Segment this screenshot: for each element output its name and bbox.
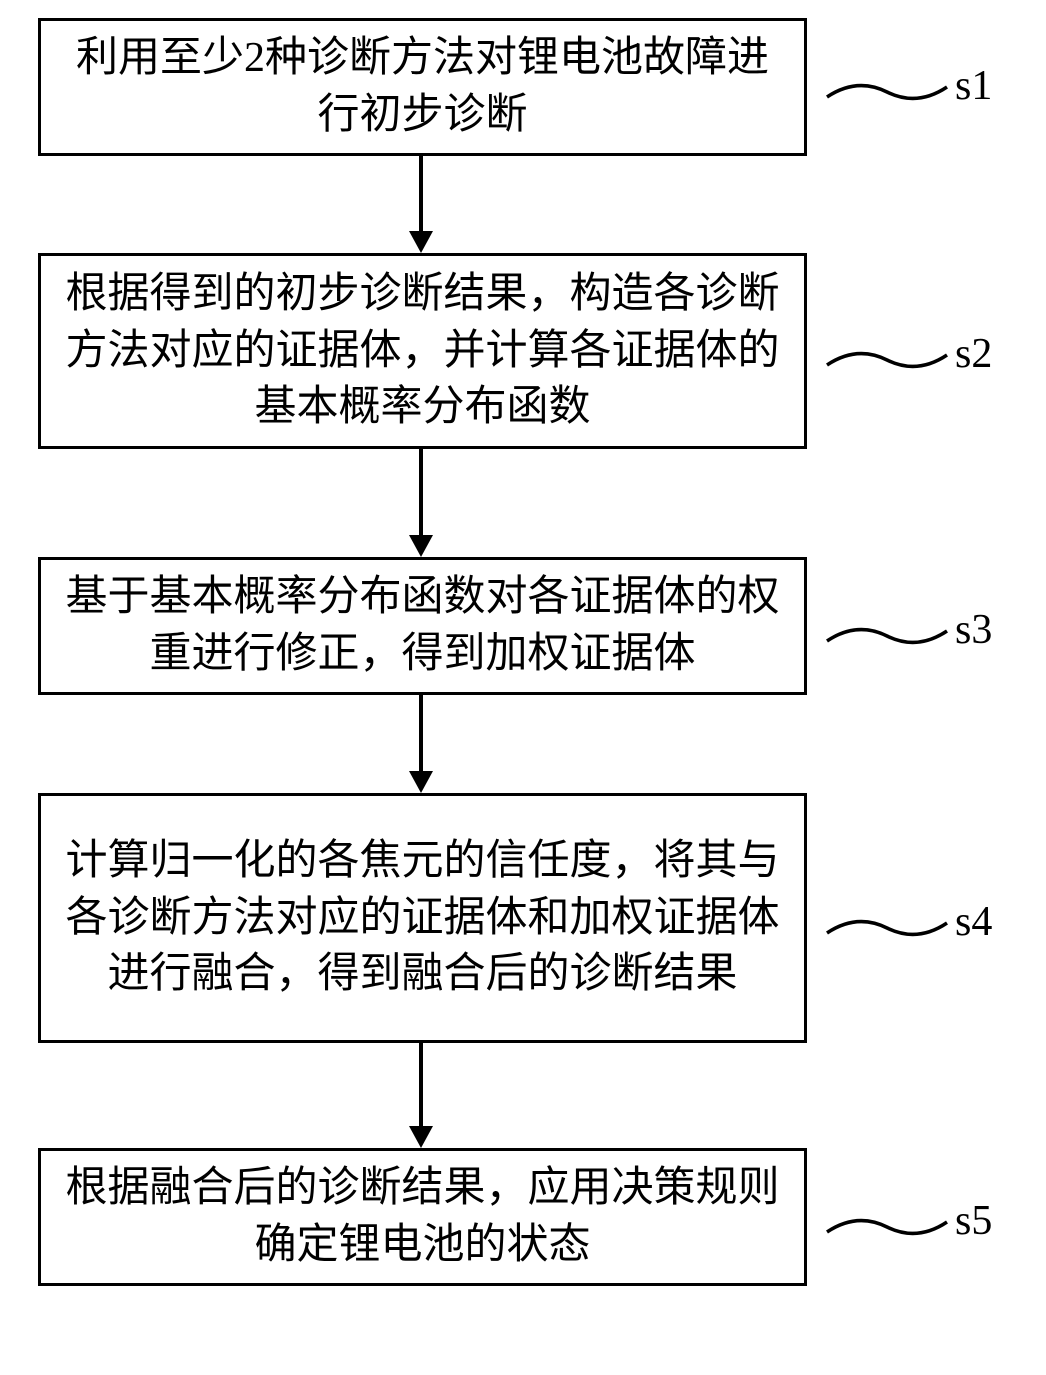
step-label-s4: s4 (955, 898, 992, 946)
step-label-s5: s5 (955, 1197, 992, 1245)
step-label-s2: s2 (955, 330, 992, 378)
arrow-2-line (419, 449, 423, 537)
arrow-4-line (419, 1043, 423, 1128)
flowchart-canvas: 利用至少2种诊断方法对锂电池故障进行初步诊断 根据得到的初步诊断结果，构造各诊断… (0, 0, 1046, 1375)
tilde-connector-s4 (822, 908, 952, 948)
flow-node-s4-text: 计算归一化的各焦元的信任度，将其与各诊断方法对应的证据体和加权证据体进行融合，得… (59, 833, 786, 1003)
arrow-4-head-icon (409, 1126, 433, 1148)
flow-node-s4: 计算归一化的各焦元的信任度，将其与各诊断方法对应的证据体和加权证据体进行融合，得… (38, 793, 807, 1043)
arrow-3-line (419, 695, 423, 773)
tilde-connector-s2 (822, 340, 952, 380)
arrow-1-head-icon (409, 231, 433, 253)
flow-node-s1-text: 利用至少2种诊断方法对锂电池故障进行初步诊断 (59, 30, 786, 143)
flow-node-s3: 基于基本概率分布函数对各证据体的权重进行修正，得到加权证据体 (38, 557, 807, 695)
flow-node-s5: 根据融合后的诊断结果，应用决策规则确定锂电池的状态 (38, 1148, 807, 1286)
flow-node-s5-text: 根据融合后的诊断结果，应用决策规则确定锂电池的状态 (59, 1160, 786, 1273)
tilde-connector-s5 (822, 1207, 952, 1247)
flow-node-s2: 根据得到的初步诊断结果，构造各诊断方法对应的证据体，并计算各证据体的基本概率分布… (38, 253, 807, 449)
step-label-s1: s1 (955, 62, 992, 110)
tilde-connector-s3 (822, 616, 952, 656)
flow-node-s3-text: 基于基本概率分布函数对各证据体的权重进行修正，得到加权证据体 (59, 569, 786, 682)
arrow-3-head-icon (409, 771, 433, 793)
flow-node-s2-text: 根据得到的初步诊断结果，构造各诊断方法对应的证据体，并计算各证据体的基本概率分布… (59, 266, 786, 436)
arrow-2-head-icon (409, 535, 433, 557)
arrow-1-line (419, 156, 423, 233)
step-label-s3: s3 (955, 606, 992, 654)
tilde-connector-s1 (822, 72, 952, 112)
flow-node-s1: 利用至少2种诊断方法对锂电池故障进行初步诊断 (38, 18, 807, 156)
